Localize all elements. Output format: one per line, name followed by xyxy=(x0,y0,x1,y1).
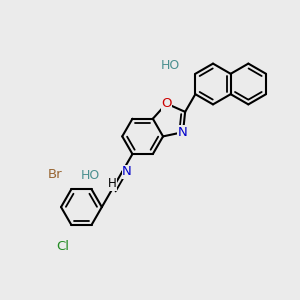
Text: H: H xyxy=(108,178,116,190)
Text: N: N xyxy=(122,165,132,178)
Text: O: O xyxy=(161,97,172,110)
Text: N: N xyxy=(178,126,188,139)
Text: HO: HO xyxy=(81,169,100,182)
Text: HO: HO xyxy=(161,58,180,72)
Text: Br: Br xyxy=(48,168,63,181)
Text: Cl: Cl xyxy=(56,240,69,253)
